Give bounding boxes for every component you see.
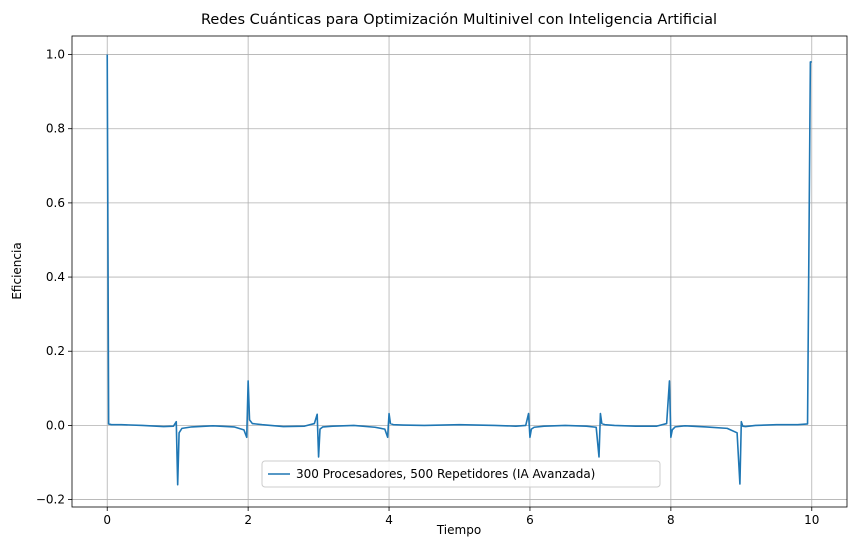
y-tick-label: 0.4 xyxy=(46,270,65,284)
x-axis-label: Tiempo xyxy=(436,523,481,537)
legend: 300 Procesadores, 500 Repetidores (IA Av… xyxy=(261,460,661,488)
y-axis-ticks: −0.2 0.0 0.2 0.4 0.6 0.8 1.0 xyxy=(36,48,72,507)
y-tick-label: 1.0 xyxy=(46,48,65,62)
legend-entry: 300 Procesadores, 500 Repetidores (IA Av… xyxy=(296,467,595,481)
y-tick-label: 0.6 xyxy=(46,196,65,210)
x-tick-label: 8 xyxy=(667,513,675,527)
legend-box xyxy=(261,460,661,488)
y-tick-label: 0.2 xyxy=(46,344,65,358)
series-line-0 xyxy=(106,54,812,486)
x-tick-label: 0 xyxy=(103,513,111,527)
x-tick-label: 2 xyxy=(244,513,252,527)
x-tick-label: 6 xyxy=(526,513,534,527)
y-axis-label: Eficiencia xyxy=(10,242,24,299)
grid-lines xyxy=(72,36,847,507)
plot-frame xyxy=(71,35,848,508)
y-tick-label: 0.0 xyxy=(46,418,65,432)
series-group xyxy=(106,54,812,486)
y-tick-label: −0.2 xyxy=(36,493,65,507)
x-tick-label: 10 xyxy=(804,513,819,527)
x-axis-ticks: 0 2 4 6 8 10 xyxy=(103,507,819,527)
chart-title: Redes Cuánticas para Optimización Multin… xyxy=(201,12,717,28)
x-tick-label: 4 xyxy=(385,513,393,527)
y-tick-label: 0.8 xyxy=(46,122,65,136)
